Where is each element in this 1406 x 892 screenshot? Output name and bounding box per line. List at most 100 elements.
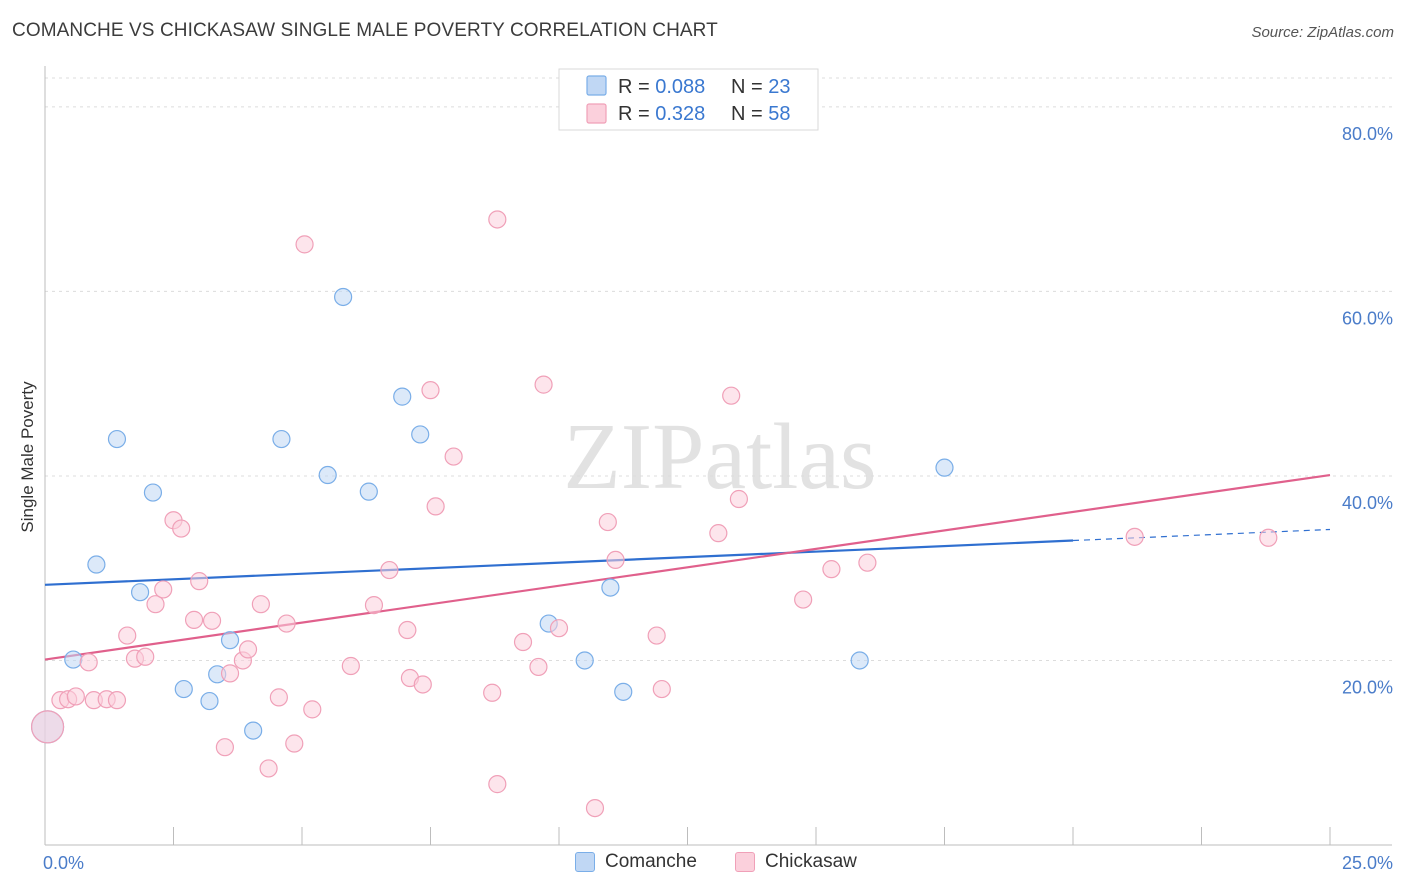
y-tick-label: 20.0% bbox=[1342, 677, 1393, 697]
bottom-legend-label-chickasaw: Chickasaw bbox=[765, 851, 857, 872]
point-chickasaw bbox=[118, 626, 137, 645]
point-chickasaw bbox=[136, 647, 155, 666]
point-chickasaw bbox=[238, 640, 258, 659]
point-chickasaw bbox=[709, 524, 728, 543]
point-chickasaw bbox=[295, 235, 314, 254]
point-chickasaw bbox=[606, 550, 625, 570]
legend-r-value-comanche: 0.088 bbox=[655, 76, 705, 98]
point-chickasaw bbox=[146, 595, 165, 614]
point-chickasaw bbox=[190, 572, 209, 591]
bottom-legend-swatch-chickasaw bbox=[735, 852, 755, 872]
point-chickasaw bbox=[364, 596, 384, 615]
point-chickasaw bbox=[202, 611, 222, 630]
point-chickasaw bbox=[488, 775, 507, 794]
point-comanche bbox=[575, 651, 594, 670]
point-chickasaw bbox=[529, 657, 548, 677]
point-comanche bbox=[64, 650, 83, 669]
point-chickasaw bbox=[534, 375, 553, 394]
point-chickasaw bbox=[488, 210, 507, 229]
point-chickasaw bbox=[380, 560, 399, 580]
watermark: ZIPatlas bbox=[563, 405, 876, 509]
point-chickasaw bbox=[1259, 528, 1278, 547]
legend-n-value-comanche: 23 bbox=[768, 76, 790, 98]
x-tick-label-end: 25.0% bbox=[1342, 853, 1393, 873]
point-chickasaw bbox=[652, 679, 671, 699]
point-chickasaw bbox=[513, 632, 533, 652]
y-tick-label: 60.0% bbox=[1342, 308, 1393, 328]
point-comanche bbox=[220, 631, 240, 650]
point-comanche bbox=[200, 691, 219, 711]
point-chickasaw bbox=[341, 656, 360, 676]
point-chickasaw bbox=[421, 381, 440, 400]
trend-line-chickasaw bbox=[44, 473, 1331, 661]
point-comanche bbox=[850, 651, 869, 670]
point-comanche bbox=[174, 679, 193, 699]
trend-line-extension-comanche bbox=[1072, 528, 1331, 542]
legend-n-label-chickasaw: N = bbox=[731, 103, 768, 125]
legend-r-label-comanche: R = bbox=[618, 76, 655, 98]
bottom-legend-swatch-comanche bbox=[575, 852, 595, 872]
point-chickasaw bbox=[66, 687, 85, 706]
point-comanche bbox=[318, 465, 337, 485]
point-chickasaw bbox=[107, 691, 127, 710]
point-chickasaw bbox=[598, 512, 617, 532]
point-chickasaw bbox=[483, 683, 502, 702]
data-points bbox=[30, 210, 1278, 818]
point-comanche bbox=[130, 583, 150, 602]
chart-title: COMANCHE VS CHICKASAW SINGLE MALE POVERT… bbox=[12, 20, 718, 41]
point-chickasaw bbox=[822, 560, 841, 579]
point-comanche bbox=[601, 578, 620, 597]
legend: R = 0.088 N = 23 R = 0.328 N = 58 bbox=[558, 68, 819, 131]
y-tick-label: 40.0% bbox=[1342, 493, 1393, 513]
svg-text:N = 23: N = 23 bbox=[731, 76, 791, 98]
y-tick-label: 80.0% bbox=[1342, 124, 1393, 144]
point-chickasaw bbox=[1125, 527, 1144, 546]
point-chickasaw bbox=[413, 675, 432, 694]
point-chickasaw bbox=[172, 519, 191, 538]
point-chickasaw bbox=[269, 688, 288, 707]
trend-line-comanche bbox=[44, 539, 1074, 586]
point-comanche bbox=[393, 387, 412, 406]
point-comanche bbox=[334, 287, 353, 307]
point-chickasaw bbox=[858, 553, 877, 572]
point-comanche bbox=[359, 482, 378, 501]
x-tick-label-start: 0.0% bbox=[43, 853, 84, 873]
chart-source: Source: ZipAtlas.com bbox=[1251, 24, 1394, 41]
x-tick-labels: 0.0% 25.0% bbox=[43, 853, 1393, 873]
point-chickasaw bbox=[79, 653, 98, 672]
point-comanche bbox=[935, 458, 954, 477]
legend-n-label-comanche: N = bbox=[731, 76, 768, 98]
point-chickasaw bbox=[184, 610, 204, 629]
point-comanche bbox=[107, 429, 127, 449]
point-chickasaw bbox=[220, 664, 240, 683]
point-chickasaw bbox=[285, 734, 304, 753]
point-comanche bbox=[411, 425, 430, 444]
point-chickasaw bbox=[30, 710, 65, 744]
bottom-legend-chickasaw: Chickasaw bbox=[735, 851, 857, 873]
legend-r-label-chickasaw: R = bbox=[618, 103, 655, 125]
point-comanche bbox=[143, 483, 163, 502]
gridlines bbox=[45, 77, 1392, 661]
point-chickasaw bbox=[154, 580, 173, 599]
point-chickasaw bbox=[398, 620, 417, 640]
point-chickasaw bbox=[585, 798, 605, 818]
legend-swatch-chickasaw bbox=[586, 103, 607, 124]
point-chickasaw bbox=[251, 595, 270, 614]
bottom-legend-label-comanche: Comanche bbox=[605, 851, 697, 872]
point-comanche bbox=[87, 555, 106, 574]
point-chickasaw bbox=[549, 619, 569, 638]
svg-text:N = 58: N = 58 bbox=[731, 103, 791, 125]
point-chickasaw bbox=[444, 447, 463, 466]
point-chickasaw bbox=[426, 497, 445, 516]
legend-swatch-comanche bbox=[586, 75, 607, 96]
svg-text:R = 0.328: R = 0.328 bbox=[618, 103, 705, 125]
point-chickasaw bbox=[303, 700, 322, 719]
y-tick-labels: 20.0% 40.0% 60.0% 80.0% bbox=[1342, 124, 1393, 698]
point-comanche bbox=[244, 721, 263, 740]
point-chickasaw bbox=[722, 386, 741, 405]
legend-r-value-chickasaw: 0.328 bbox=[655, 103, 705, 125]
point-chickasaw bbox=[647, 626, 666, 645]
legend-n-value-chickasaw: 58 bbox=[768, 103, 790, 125]
bottom-legend-comanche: Comanche bbox=[575, 851, 697, 873]
